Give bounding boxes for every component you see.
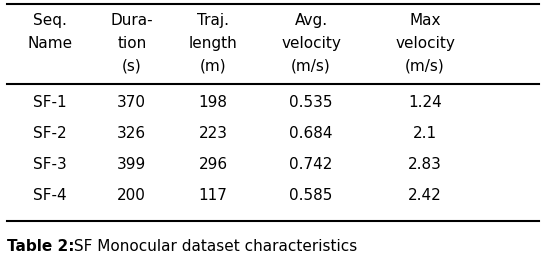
Text: (m): (m) xyxy=(200,58,227,73)
Text: length: length xyxy=(189,36,238,51)
Text: SF-3: SF-3 xyxy=(33,157,67,172)
Text: tion: tion xyxy=(117,36,146,51)
Text: 1.24: 1.24 xyxy=(408,95,442,110)
Text: Name: Name xyxy=(28,36,73,51)
Text: 0.742: 0.742 xyxy=(289,157,333,172)
Text: SF Monocular dataset characteristics: SF Monocular dataset characteristics xyxy=(69,239,358,254)
Text: 296: 296 xyxy=(199,157,228,172)
Text: 117: 117 xyxy=(199,187,228,202)
Text: (s): (s) xyxy=(122,58,141,73)
Text: 223: 223 xyxy=(199,126,228,141)
Text: Max: Max xyxy=(410,13,441,28)
Text: 370: 370 xyxy=(117,95,146,110)
Text: 200: 200 xyxy=(117,187,146,202)
Text: SF-2: SF-2 xyxy=(33,126,67,141)
Text: 2.83: 2.83 xyxy=(408,157,442,172)
Text: (m/s): (m/s) xyxy=(291,58,331,73)
Text: (m/s): (m/s) xyxy=(405,58,445,73)
Text: velocity: velocity xyxy=(281,36,341,51)
Text: 198: 198 xyxy=(199,95,228,110)
Text: 326: 326 xyxy=(117,126,146,141)
Text: 2.1: 2.1 xyxy=(413,126,437,141)
Text: 0.535: 0.535 xyxy=(289,95,333,110)
Text: SF-4: SF-4 xyxy=(33,187,67,202)
Text: Table 2:: Table 2: xyxy=(7,239,74,254)
Text: velocity: velocity xyxy=(395,36,455,51)
Text: Traj.: Traj. xyxy=(197,13,229,28)
Text: 399: 399 xyxy=(117,157,146,172)
Text: 2.42: 2.42 xyxy=(408,187,442,202)
Text: Dura-: Dura- xyxy=(110,13,153,28)
Text: 0.684: 0.684 xyxy=(289,126,333,141)
Text: SF-1: SF-1 xyxy=(33,95,67,110)
Text: Avg.: Avg. xyxy=(294,13,328,28)
Text: Seq.: Seq. xyxy=(33,13,67,28)
Text: 0.585: 0.585 xyxy=(289,187,333,202)
